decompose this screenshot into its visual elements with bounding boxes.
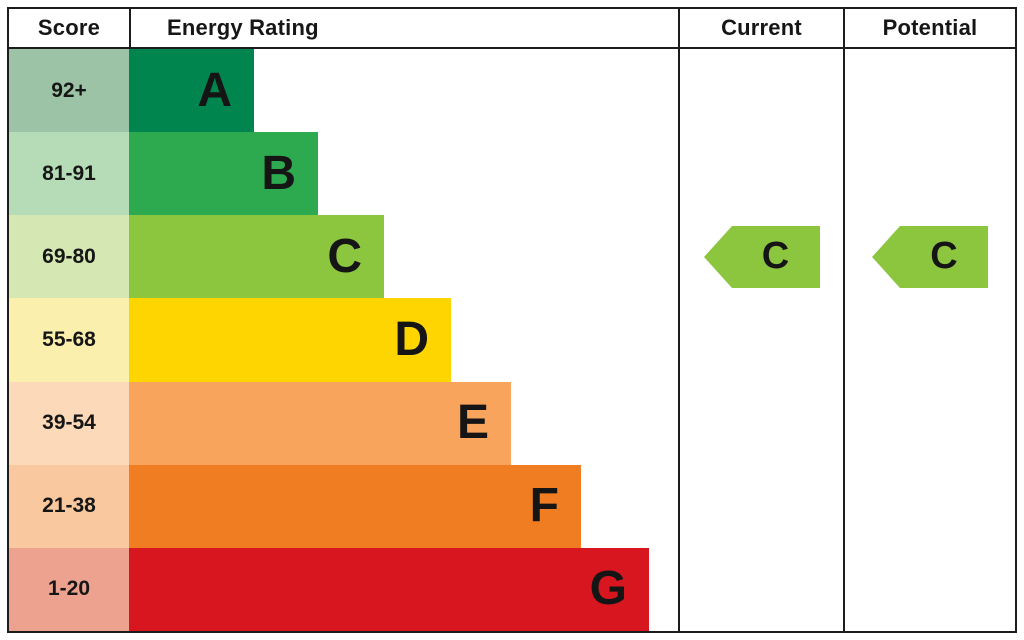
score-header: Score: [37, 15, 101, 40]
band-row: 81-91 B: [9, 132, 1015, 216]
potential-cell: [843, 132, 1015, 216]
energy-band-bar: D: [129, 298, 451, 382]
band-row: 39-54 E: [9, 381, 1015, 465]
score-range: 21-38: [9, 464, 129, 548]
band-letter: C: [327, 229, 362, 283]
current-cell: [678, 381, 843, 465]
score-range: 55-68: [9, 298, 129, 382]
band-letter: D: [394, 312, 429, 366]
band-letter: A: [197, 63, 232, 117]
band-row: 69-80 C C C: [9, 215, 1015, 299]
score-range: 1-20: [9, 547, 129, 631]
energy-band-bar: F: [129, 464, 581, 548]
score-range: 81-91: [9, 132, 129, 216]
band-letter: F: [529, 479, 559, 533]
bar-cell: D: [129, 298, 678, 382]
band-letter: E: [456, 396, 489, 450]
energy-band-bar: E: [129, 381, 511, 465]
current-cell: [678, 464, 843, 548]
current-header: Current: [678, 9, 843, 47]
band-row: 55-68 D: [9, 298, 1015, 382]
band-row: 92+ A: [9, 49, 1015, 133]
bar-cell: F: [129, 464, 678, 548]
band-letter: B: [261, 146, 296, 200]
current-cell: [678, 298, 843, 382]
arrow-left-tip-icon: [703, 225, 732, 288]
energy-band-bar: G: [129, 547, 649, 631]
arrow-left-tip-icon: [872, 225, 900, 288]
band-letter: G: [589, 562, 627, 616]
bar-cell: E: [129, 381, 678, 465]
band-row: 1-20 G: [9, 547, 1015, 631]
energy-band-bar: A: [129, 49, 254, 133]
energy-rating-header: Energy Rating: [129, 9, 678, 47]
chart-table: Score Energy Rating Current Potential 92…: [7, 7, 1017, 633]
potential-arrow: C: [872, 225, 988, 288]
potential-cell: [843, 464, 1015, 548]
current-arrow-label: C: [731, 225, 820, 288]
potential-cell: C: [843, 215, 1015, 299]
energy-band-bar: B: [129, 132, 318, 216]
potential-cell: [843, 547, 1015, 631]
potential-arrow-label: C: [900, 225, 988, 288]
score-range: 69-80: [9, 215, 129, 299]
potential-cell: [843, 381, 1015, 465]
bar-cell: B: [129, 132, 678, 216]
current-arrow: C: [703, 225, 820, 288]
header-row: Score Energy Rating Current Potential: [9, 9, 1015, 49]
potential-cell: [843, 298, 1015, 382]
energy-band-bar: C: [129, 215, 384, 299]
bar-cell: C: [129, 215, 678, 299]
score-range: 92+: [9, 49, 129, 133]
band-row: 21-38 F: [9, 464, 1015, 548]
bar-cell: A: [129, 49, 678, 133]
potential-cell: [843, 49, 1015, 133]
current-cell: [678, 49, 843, 133]
score-range: 39-54: [9, 381, 129, 465]
current-cell: C: [678, 215, 843, 299]
current-cell: [678, 132, 843, 216]
current-cell: [678, 547, 843, 631]
potential-header: Potential: [843, 9, 1015, 47]
bar-cell: G: [129, 547, 678, 631]
band-rows: 92+ A 81-91 B 69-80 C C C 55-68 D: [9, 49, 1015, 631]
